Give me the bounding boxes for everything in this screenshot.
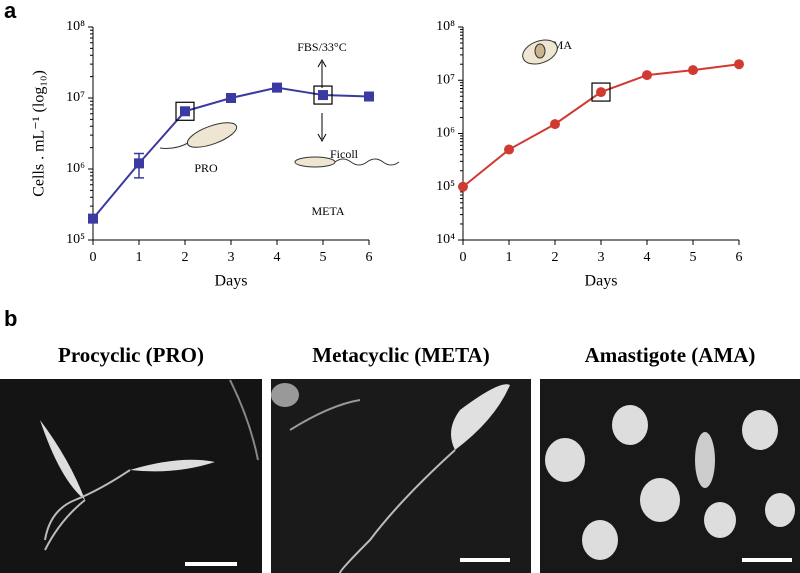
y-tick-label: 10⁴ <box>436 232 455 247</box>
marker <box>272 82 282 93</box>
image-title: Metacyclic (META) <box>312 343 489 367</box>
x-tick-label: 1 <box>136 250 143 265</box>
marker <box>458 181 468 192</box>
x-tick-label: 3 <box>228 250 235 265</box>
marker <box>88 213 98 224</box>
cell-drawing <box>294 156 336 168</box>
y-tick-label: 10⁶ <box>436 126 455 141</box>
y-tick-label: 10⁵ <box>66 232 85 247</box>
y-tick-label: 10⁶ <box>66 161 85 176</box>
marker <box>642 70 652 81</box>
y-tick-label: 10⁸ <box>436 19 455 34</box>
marker <box>504 144 514 155</box>
x-axis-label: Days <box>215 273 248 290</box>
y-tick-label: 10⁵ <box>436 179 455 194</box>
cell-drawing <box>159 142 189 149</box>
cell-drawing <box>186 122 238 148</box>
panel-label: b <box>4 306 17 331</box>
micrograph <box>0 379 262 573</box>
cell-drawing <box>334 158 400 166</box>
micrograph <box>540 379 800 573</box>
marker <box>734 59 744 70</box>
x-tick-label: 1 <box>506 250 513 265</box>
highlight-box <box>591 82 611 102</box>
image-title: Procyclic (PRO) <box>58 343 204 367</box>
annotation: META <box>311 204 344 218</box>
x-tick-label: 3 <box>598 250 605 265</box>
marker <box>550 119 560 130</box>
arrow <box>317 113 327 143</box>
cell-drawing <box>534 43 546 59</box>
y-tick-label: 10⁸ <box>66 19 85 34</box>
micrograph <box>271 379 531 573</box>
arrow <box>317 58 327 88</box>
image-title: Amastigote (AMA) <box>585 343 756 367</box>
x-tick-label: 4 <box>644 250 651 265</box>
x-tick-label: 0 <box>460 250 467 265</box>
annotation: PRO <box>194 161 218 175</box>
x-tick-label: 2 <box>552 250 559 265</box>
x-tick-label: 5 <box>320 250 327 265</box>
marker <box>134 158 144 169</box>
marker <box>226 93 236 103</box>
y-tick-label: 10⁷ <box>66 90 85 105</box>
x-tick-label: 6 <box>366 250 373 265</box>
marker <box>688 65 698 76</box>
x-tick-label: 6 <box>736 250 743 265</box>
marker <box>180 106 190 117</box>
highlight-box <box>175 101 195 121</box>
marker <box>364 91 374 102</box>
x-tick-label: 5 <box>690 250 697 265</box>
marker <box>318 90 328 101</box>
y-axis-label: Cells . mL⁻¹ (log₁₀) <box>31 70 48 197</box>
y-tick-label: 10⁷ <box>436 72 455 87</box>
x-axis-label: Days <box>585 273 618 290</box>
annotation: Ficoll <box>330 147 359 161</box>
marker <box>596 87 606 98</box>
highlight-box <box>313 85 333 105</box>
panel-label: a <box>4 0 17 23</box>
x-tick-label: 4 <box>274 250 281 265</box>
x-tick-label: 2 <box>182 250 189 265</box>
annotation: FBS/33°C <box>297 40 347 54</box>
x-tick-label: 0 <box>90 250 97 265</box>
